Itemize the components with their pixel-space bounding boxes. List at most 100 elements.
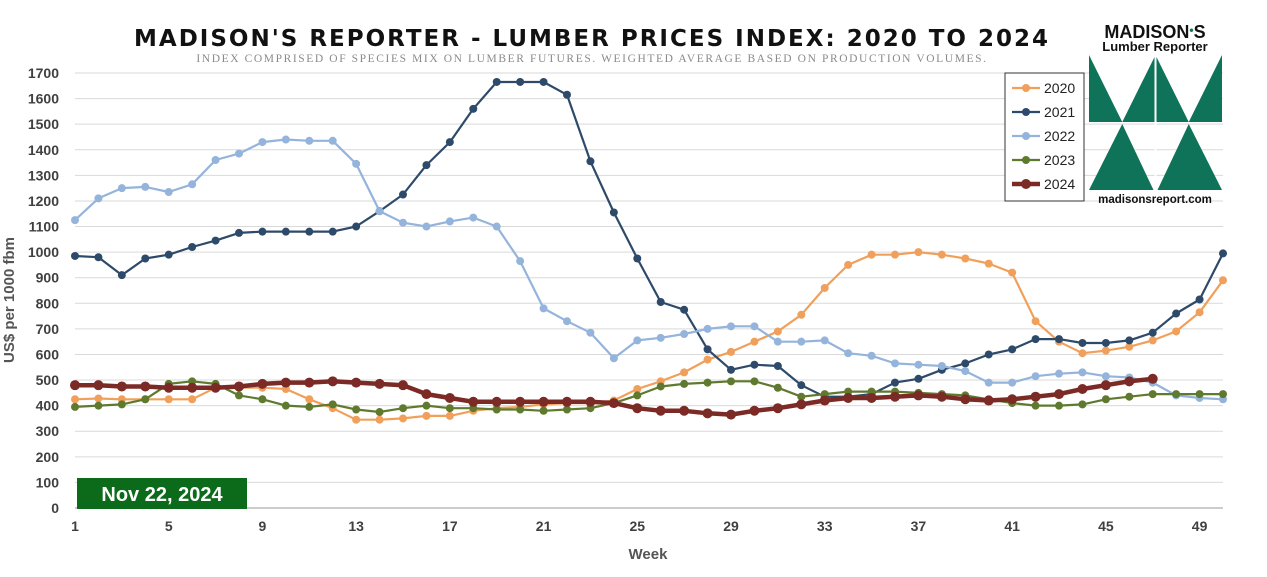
data-point — [1031, 335, 1040, 344]
data-point — [703, 345, 712, 354]
legend-label: 2024 — [1044, 176, 1075, 192]
data-point — [539, 406, 548, 415]
data-point — [1147, 373, 1158, 384]
data-point — [819, 395, 830, 406]
data-point — [749, 405, 760, 416]
data-point — [1030, 391, 1041, 402]
data-point — [797, 392, 806, 401]
data-point — [188, 395, 197, 404]
y-tick-label: 500 — [36, 372, 60, 388]
data-point — [422, 222, 431, 231]
x-tick-label: 45 — [1098, 518, 1114, 534]
data-point — [351, 377, 362, 388]
data-point — [679, 405, 690, 416]
data-point — [468, 396, 479, 407]
legend: 2020 2021 2022 2023 2024 — [1004, 72, 1085, 202]
data-point — [984, 378, 993, 387]
data-point — [1055, 369, 1063, 378]
data-point — [492, 222, 501, 231]
data-point — [352, 415, 361, 424]
x-tick-label: 17 — [442, 518, 458, 534]
data-point — [1124, 376, 1135, 387]
data-point — [516, 405, 525, 414]
data-point — [1148, 390, 1157, 399]
data-point — [71, 251, 79, 260]
x-tick-label: 37 — [911, 518, 927, 534]
data-point — [492, 405, 501, 414]
data-point — [1125, 336, 1134, 345]
data-point — [141, 395, 150, 404]
data-point — [188, 243, 197, 251]
data-point — [913, 390, 924, 401]
data-point — [1054, 389, 1064, 400]
legend-item-2022: 2022 — [1012, 128, 1075, 144]
data-point — [234, 381, 244, 392]
data-point — [936, 391, 947, 402]
data-point — [1007, 394, 1018, 405]
data-point — [1101, 372, 1110, 381]
data-point — [352, 159, 361, 168]
data-point — [327, 376, 338, 387]
data-point — [727, 377, 735, 386]
data-point — [1148, 336, 1157, 345]
data-point — [1219, 276, 1227, 285]
data-point — [866, 392, 877, 403]
data-point — [843, 392, 854, 403]
logo-cutout-right — [1155, 55, 1222, 122]
data-point — [609, 354, 618, 363]
date-badge: Nov 22, 2024 — [77, 478, 247, 509]
data-point — [258, 138, 267, 147]
data-point — [1195, 390, 1204, 399]
x-tick-label: 1 — [71, 518, 79, 534]
data-point — [1125, 392, 1134, 401]
data-point — [844, 349, 853, 358]
data-point — [235, 228, 243, 237]
data-point — [1101, 346, 1110, 355]
data-point — [727, 347, 735, 356]
legend-swatch-marker — [1021, 179, 1031, 189]
data-point — [797, 381, 806, 390]
data-point — [750, 360, 759, 369]
data-point — [726, 409, 736, 420]
data-point — [632, 403, 643, 414]
data-point — [328, 136, 337, 145]
data-point — [960, 394, 971, 405]
data-point — [937, 361, 946, 370]
data-point — [71, 402, 79, 411]
date-badge-text: Nov 22, 2024 — [101, 484, 223, 506]
legend-item-2020: 2020 — [1012, 80, 1075, 96]
data-point — [773, 361, 782, 370]
logo-tree-left — [1089, 124, 1154, 190]
data-point — [820, 283, 829, 292]
data-point — [539, 304, 548, 313]
data-point — [235, 149, 243, 158]
data-point — [703, 378, 712, 387]
y-tick-label: 400 — [36, 398, 60, 414]
data-point — [538, 396, 549, 407]
data-point — [891, 359, 899, 368]
legend-label: 2020 — [1044, 80, 1075, 96]
data-point — [280, 377, 291, 388]
data-point — [563, 317, 571, 326]
data-point — [867, 250, 876, 259]
data-point — [655, 405, 666, 416]
data-point — [117, 400, 126, 409]
data-point — [117, 184, 126, 193]
data-point — [773, 337, 782, 346]
data-point — [1100, 380, 1111, 391]
data-point — [1055, 401, 1063, 410]
data-point — [116, 381, 127, 392]
data-point — [94, 194, 103, 203]
data-point — [211, 236, 220, 245]
data-point — [750, 377, 759, 386]
data-point — [328, 400, 337, 409]
legend-swatch-marker — [1022, 156, 1030, 164]
data-point — [1172, 309, 1181, 318]
legend-item-2021: 2021 — [1012, 104, 1075, 120]
y-tick-label: 600 — [36, 346, 60, 362]
data-point — [750, 337, 759, 346]
data-point — [586, 328, 595, 337]
data-point — [398, 380, 408, 391]
data-point — [1078, 349, 1087, 358]
logo-tree-icon — [1089, 55, 1222, 190]
